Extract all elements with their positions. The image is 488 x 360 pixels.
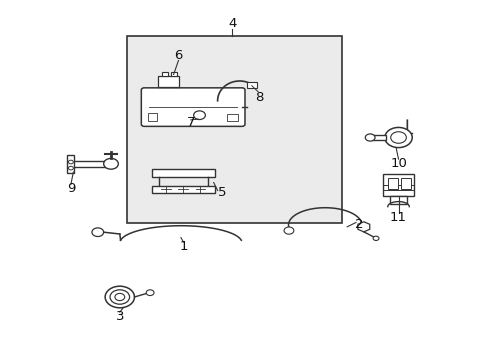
Bar <box>127 36 342 223</box>
Circle shape <box>105 286 134 308</box>
Circle shape <box>384 127 411 148</box>
Circle shape <box>390 132 406 143</box>
Text: 4: 4 <box>227 17 236 30</box>
Text: 9: 9 <box>66 183 75 195</box>
Text: 1: 1 <box>179 240 187 253</box>
Bar <box>151 186 215 193</box>
Circle shape <box>92 228 103 237</box>
Text: 8: 8 <box>254 91 263 104</box>
Circle shape <box>115 293 124 301</box>
FancyBboxPatch shape <box>141 88 244 126</box>
Text: 11: 11 <box>389 211 406 224</box>
Bar <box>148 113 157 121</box>
Bar <box>73 161 110 167</box>
Bar <box>389 196 407 204</box>
Bar <box>400 178 410 189</box>
Text: 3: 3 <box>115 310 124 323</box>
Bar <box>158 76 179 87</box>
Text: 10: 10 <box>389 157 406 170</box>
Bar <box>387 178 397 189</box>
Circle shape <box>372 236 378 240</box>
Bar <box>246 82 257 89</box>
Bar <box>162 72 167 76</box>
Text: 5: 5 <box>218 186 226 199</box>
Text: 2: 2 <box>354 219 363 231</box>
Circle shape <box>193 111 205 120</box>
Circle shape <box>103 158 118 169</box>
Text: 7: 7 <box>186 116 195 129</box>
Text: 6: 6 <box>174 49 183 62</box>
Circle shape <box>110 290 129 304</box>
Circle shape <box>284 227 293 234</box>
Bar <box>67 155 74 173</box>
Circle shape <box>146 290 154 296</box>
Bar <box>382 174 413 196</box>
Circle shape <box>365 134 374 141</box>
Circle shape <box>68 160 73 164</box>
Bar <box>371 135 386 140</box>
Bar <box>170 72 176 76</box>
Circle shape <box>68 166 73 170</box>
Bar <box>227 114 238 121</box>
Bar <box>151 169 215 177</box>
